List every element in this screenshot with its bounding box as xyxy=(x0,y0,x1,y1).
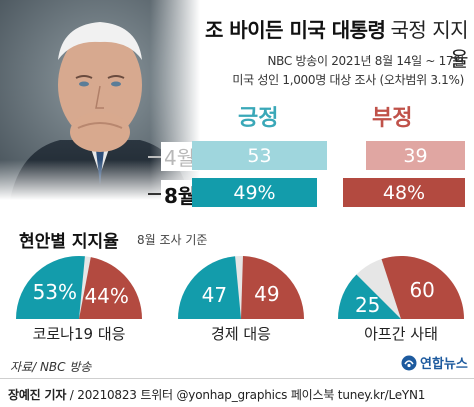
pie-afghan-positive-slice xyxy=(338,274,401,319)
pie-economy-negative-value: 49 xyxy=(254,281,280,306)
half-pie-economy: 47 49 xyxy=(173,253,309,319)
bar-august-negative: 48% xyxy=(343,178,465,207)
title-main: 조 바이든 미국 대통령 xyxy=(204,18,386,42)
bar-label-april-positive: 53 xyxy=(247,144,272,167)
half-pie-afghan-svg xyxy=(338,255,464,319)
credit-line: 장예진 기자 / 20210823 트위터 @yonhap_graphics 페… xyxy=(8,386,425,403)
pie-covid-positive-slice xyxy=(16,256,85,319)
pie-afghan-negative-slice xyxy=(381,255,464,319)
pie-economy-positive-value: 47 xyxy=(201,282,228,307)
yonhap-logo: 연합뉴스 xyxy=(401,353,468,372)
pie-caption-covid: 코로나19 대응 xyxy=(32,325,126,343)
bar-label-august-positive: 49% xyxy=(233,181,276,204)
header-negative: 부정 xyxy=(372,106,413,131)
bar-august-positive: 49% xyxy=(192,178,317,207)
half-pie-covid-svg xyxy=(16,256,142,319)
bar-label-april-negative: 39 xyxy=(403,144,428,167)
bar-april-positive: 53 xyxy=(192,141,327,170)
survey-info-line-2: 미국 성인 1,000명 대상 조사 (오차범위 3.1%) xyxy=(232,73,464,87)
half-pie-afghan: 25 60 xyxy=(333,253,469,319)
issue-section-note: 8월 조사 기준 xyxy=(137,233,208,247)
half-pie-covid: 53% 44% xyxy=(11,253,147,319)
issue-section-title: 현안별 지지율 xyxy=(19,232,119,252)
pie-afghan-positive-value: 25 xyxy=(354,293,381,318)
row-label-april: 4월 xyxy=(161,142,199,171)
pie-afghan-negative-value: 60 xyxy=(409,277,435,302)
yonhap-logo-icon xyxy=(401,355,417,370)
title: 조 바이든 미국 대통령 국정 지지율 xyxy=(190,14,469,72)
pie-covid-positive-value: 53% xyxy=(32,280,78,305)
half-pie-economy-svg xyxy=(178,256,304,319)
pie-covid-negative-slice xyxy=(79,257,142,319)
credit-reporter: 장예진 기자 xyxy=(8,388,67,402)
survey-info-line-1: NBC 방송이 2021년 8월 14일 ~ 17일 xyxy=(267,54,464,68)
bar-april-negative: 39 xyxy=(366,141,465,170)
pie-caption-afghan: 아프간 사태 xyxy=(364,325,438,343)
credit-details: / 20210823 트위터 @yonhap_graphics 페이스북 tun… xyxy=(66,388,426,402)
header-positive: 긍정 xyxy=(238,106,279,131)
yonhap-logo-text: 연합뉴스 xyxy=(420,357,468,372)
credit-bar: 장예진 기자 / 20210823 트위터 @yonhap_graphics 페… xyxy=(0,378,474,407)
pie-caption-economy: 경제 대응 xyxy=(211,325,271,343)
pie-covid-negative-value: 44% xyxy=(84,284,129,309)
title-sub: 국정 지지율 xyxy=(390,18,469,71)
pie-economy-positive-slice xyxy=(178,256,241,319)
source-note: 자료/ NBC 방송 xyxy=(10,360,92,374)
pie-economy-negative-slice xyxy=(241,256,304,319)
bar-label-august-negative: 48% xyxy=(382,181,426,204)
